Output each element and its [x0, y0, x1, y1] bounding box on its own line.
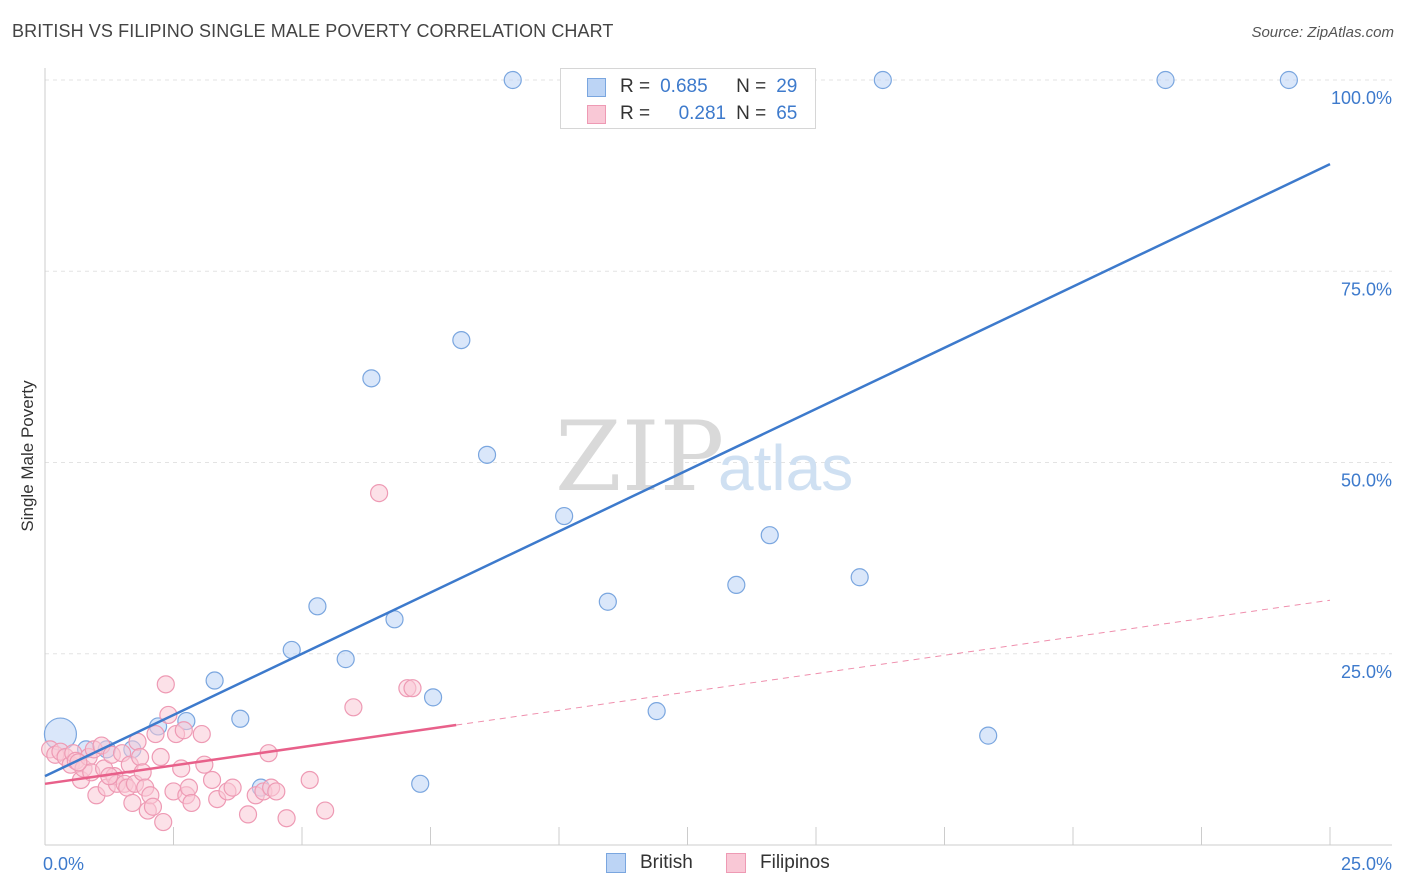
filipinos-point — [192, 724, 211, 744]
british-point — [1279, 70, 1298, 90]
legend-item-british[interactable]: British — [606, 852, 693, 874]
filipinos-point — [300, 770, 319, 790]
trend-lines — [44, 163, 1331, 786]
data-points — [41, 70, 1298, 832]
filipinos-swatch-icon — [587, 104, 606, 124]
british-point — [411, 774, 430, 793]
n-label: N = — [736, 103, 767, 124]
legend-label: British — [640, 852, 693, 873]
british-point — [850, 568, 869, 587]
filipinos-point — [174, 721, 193, 740]
filipinos-point — [133, 763, 152, 782]
legend-item-filipinos[interactable]: Filipinos — [726, 852, 830, 874]
filipinos-point — [202, 770, 222, 790]
british-point — [503, 70, 522, 90]
correlation-stats-box: R = 0.685 N = 29 R = 0.281 N = 65 — [560, 68, 816, 129]
british-point — [727, 575, 746, 595]
r-label: R = — [620, 103, 651, 124]
y-tick-label: 25.0% — [1341, 662, 1392, 682]
chart-title: BRITISH VS FILIPINO SINGLE MALE POVERTY … — [12, 21, 614, 41]
filipinos-point — [179, 778, 199, 797]
filipinos-point — [403, 679, 422, 698]
british-point — [362, 369, 381, 388]
filipinos-point — [223, 778, 242, 797]
filipinos-point — [267, 782, 286, 801]
british-legend-swatch-icon — [606, 853, 626, 873]
stats-row-british: R = 0.685 N = 29 — [587, 75, 797, 99]
n-value: 65 — [776, 103, 798, 124]
filipinos-legend-swatch-icon — [726, 853, 746, 873]
r-value: 0.281 — [678, 103, 727, 124]
y-tick-label: 75.0% — [1341, 279, 1392, 299]
filipinos-point — [130, 747, 150, 767]
british-point — [336, 650, 355, 669]
gridlines — [45, 79, 1392, 655]
axes — [44, 68, 1392, 846]
filipinos-point — [344, 698, 363, 717]
legend: British Filipinos — [0, 852, 1406, 876]
r-value: 0.685 — [660, 76, 708, 97]
filipinos-point — [143, 797, 163, 816]
filipinos-trend-line-extension — [456, 599, 1331, 726]
british-point — [598, 592, 617, 611]
filipinos-point — [238, 805, 258, 824]
british-point — [647, 702, 666, 721]
british-swatch-icon — [587, 77, 606, 97]
filipinos-point — [195, 755, 214, 774]
british-point — [873, 70, 892, 90]
y-tick-label: 50.0% — [1341, 471, 1392, 491]
stats-row-filipinos: R = 0.281 N = 65 — [587, 102, 797, 126]
filipinos-point — [316, 801, 335, 820]
british-point — [1156, 70, 1175, 90]
filipinos-point — [151, 747, 170, 767]
watermark-zip: ZIP — [555, 401, 724, 513]
filipinos-point — [156, 675, 175, 694]
y-tick-label: 100.0% — [1331, 88, 1392, 108]
watermark-atlas: atlas — [718, 432, 853, 504]
x-tick-label: 25.0% — [1341, 854, 1392, 874]
british-point — [231, 709, 250, 728]
british-point — [205, 671, 224, 690]
british-point — [477, 445, 497, 464]
british-point — [423, 688, 443, 707]
filipinos-point — [146, 724, 165, 744]
british-point — [760, 526, 779, 545]
tick-labels: 25.0% 50.0% 75.0% 100.0% 0.0% 25.0% — [43, 88, 1392, 874]
filipinos-point — [370, 484, 389, 503]
british-point — [555, 506, 574, 526]
filipinos-point — [182, 793, 201, 813]
filipinos-point — [277, 809, 296, 828]
british-point — [452, 331, 471, 350]
british-point — [308, 597, 327, 616]
n-value: 29 — [776, 76, 798, 97]
x-tick-label: 0.0% — [43, 854, 84, 874]
n-label: N = — [736, 76, 767, 97]
filipinos-point — [123, 793, 142, 813]
british-trend-line — [44, 163, 1331, 778]
r-label: R = — [620, 76, 651, 97]
filipinos-trend-line — [44, 723, 457, 786]
legend-label: Filipinos — [760, 852, 830, 873]
filipinos-point — [154, 812, 173, 832]
british-point — [979, 726, 998, 745]
source-credit: Source: ZipAtlas.com — [1251, 24, 1394, 41]
